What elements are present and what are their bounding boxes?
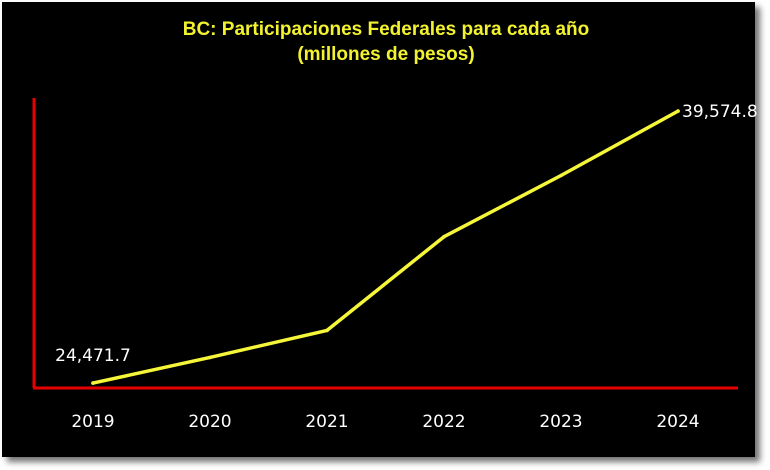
data-point-2024 [676, 109, 680, 113]
x-tick-label: 2022 [422, 412, 465, 432]
x-tick-label: 2024 [656, 412, 699, 432]
data-point-2020 [208, 355, 212, 360]
data-label-2019: 24,471.7 [55, 346, 131, 366]
x-tick-label: 2023 [539, 412, 582, 432]
series-layer [91, 109, 680, 385]
data-point-2023 [559, 173, 563, 178]
x-tick-label: 2019 [71, 412, 114, 432]
series-line [91, 109, 680, 385]
x-tick-label: 2021 [305, 412, 348, 432]
data-labels: 24,471.7 39,574.8 [55, 102, 758, 366]
x-tick-label: 2020 [188, 412, 231, 432]
data-point-2021 [325, 328, 329, 333]
chart-title: BC: Participaciones Federales para cada … [183, 19, 590, 40]
x-tick-labels: 2019 2020 2021 2022 2023 2024 [71, 412, 699, 432]
data-label-2024: 39,574.8 [682, 102, 758, 122]
data-point-2019 [91, 381, 95, 385]
data-point-2022 [442, 234, 446, 239]
axes [32, 98, 738, 390]
chart-subtitle: (millones de pesos) [297, 44, 474, 65]
chart-frame [2, 2, 755, 457]
